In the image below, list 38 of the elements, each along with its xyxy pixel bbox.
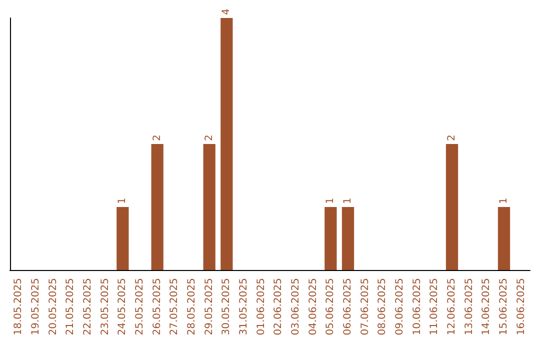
x-tick-label: 27.05.2025: [169, 278, 180, 336]
data-label: 4: [221, 8, 232, 15]
x-tick-label: 31.05.2025: [238, 278, 250, 336]
x-tick-label: 16.06.2025: [516, 278, 527, 336]
x-tick-label: 25.05.2025: [134, 278, 146, 336]
x-tick-label: 30.05.2025: [221, 278, 232, 336]
x-tick-label: 05.06.2025: [325, 278, 336, 336]
x-tick-label: 12.06.2025: [446, 278, 458, 336]
x-tick-label: 02.06.2025: [273, 278, 284, 336]
x-tick-label: 22.05.2025: [82, 278, 94, 336]
x-tick-label: 15.06.2025: [498, 278, 510, 336]
x-tick-label: 13.06.2025: [464, 278, 475, 336]
x-tick-label: 03.06.2025: [290, 278, 302, 336]
x-tick-label: 24.05.2025: [117, 278, 128, 336]
data-label: 1: [325, 198, 336, 204]
x-tick-label: 04.06.2025: [308, 278, 319, 336]
data-label: 1: [117, 198, 128, 204]
x-tick-label: 11.06.2025: [429, 278, 440, 336]
x-tick-label: 18.05.2025: [13, 278, 24, 336]
data-label: 2: [446, 134, 458, 141]
x-tick-label: 08.06.2025: [377, 278, 388, 336]
x-tick-label: 19.05.2025: [30, 278, 42, 336]
data-label: 1: [342, 198, 354, 204]
x-tick-label: 14.06.2025: [481, 278, 492, 336]
x-tick-label: 26.05.2025: [152, 278, 163, 336]
data-label: 2: [204, 134, 215, 141]
data-label: 1: [498, 198, 510, 204]
x-tick-label: 01.06.2025: [256, 278, 267, 336]
x-tick-label: 21.05.2025: [65, 278, 76, 336]
x-tick-label: 20.05.2025: [48, 278, 59, 336]
x-tick-label: 28.05.2025: [186, 278, 198, 336]
x-tick-label: 09.06.2025: [394, 278, 406, 336]
x-tick-label: 06.06.2025: [342, 278, 354, 336]
x-tick-label: 07.06.2025: [360, 278, 371, 336]
data-label: 2: [152, 134, 163, 141]
x-tick-label: 23.05.2025: [100, 278, 111, 336]
x-tick-label: 10.06.2025: [412, 278, 423, 336]
x-tick-label: 29.05.2025: [204, 278, 215, 336]
